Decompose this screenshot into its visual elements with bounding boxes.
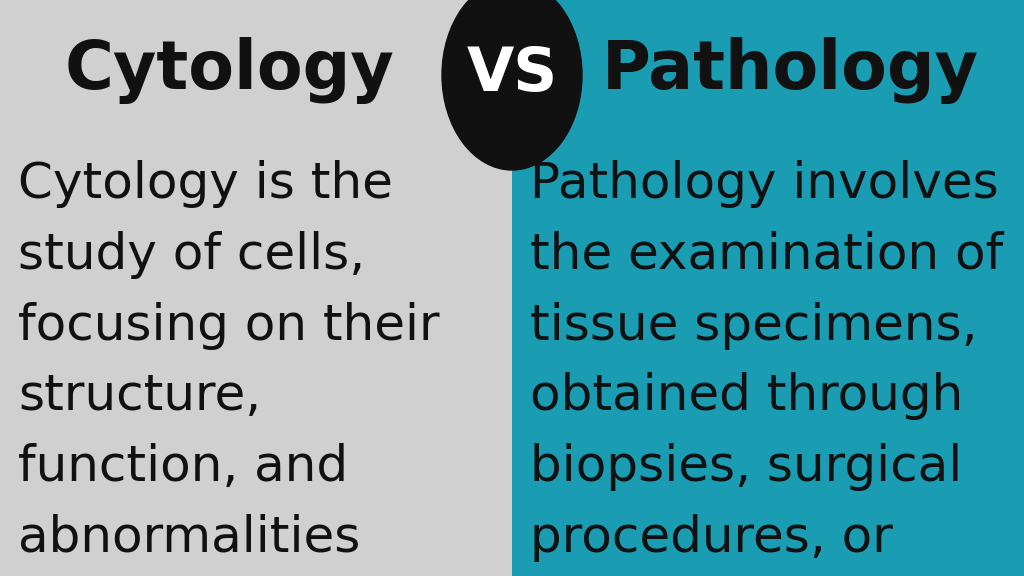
Text: Pathology: Pathology bbox=[601, 36, 979, 104]
Ellipse shape bbox=[442, 0, 582, 170]
Bar bbox=[0, 0, 512, 576]
Text: Cytology: Cytology bbox=[66, 36, 395, 104]
Text: VS: VS bbox=[466, 46, 558, 104]
Text: Cytology is the
study of cells,
focusing on their
structure,
function, and
abnor: Cytology is the study of cells, focusing… bbox=[18, 160, 439, 562]
Bar bbox=[512, 0, 1024, 576]
Text: Pathology involves
the examination of
tissue specimens,
obtained through
biopsie: Pathology involves the examination of ti… bbox=[530, 160, 1004, 576]
